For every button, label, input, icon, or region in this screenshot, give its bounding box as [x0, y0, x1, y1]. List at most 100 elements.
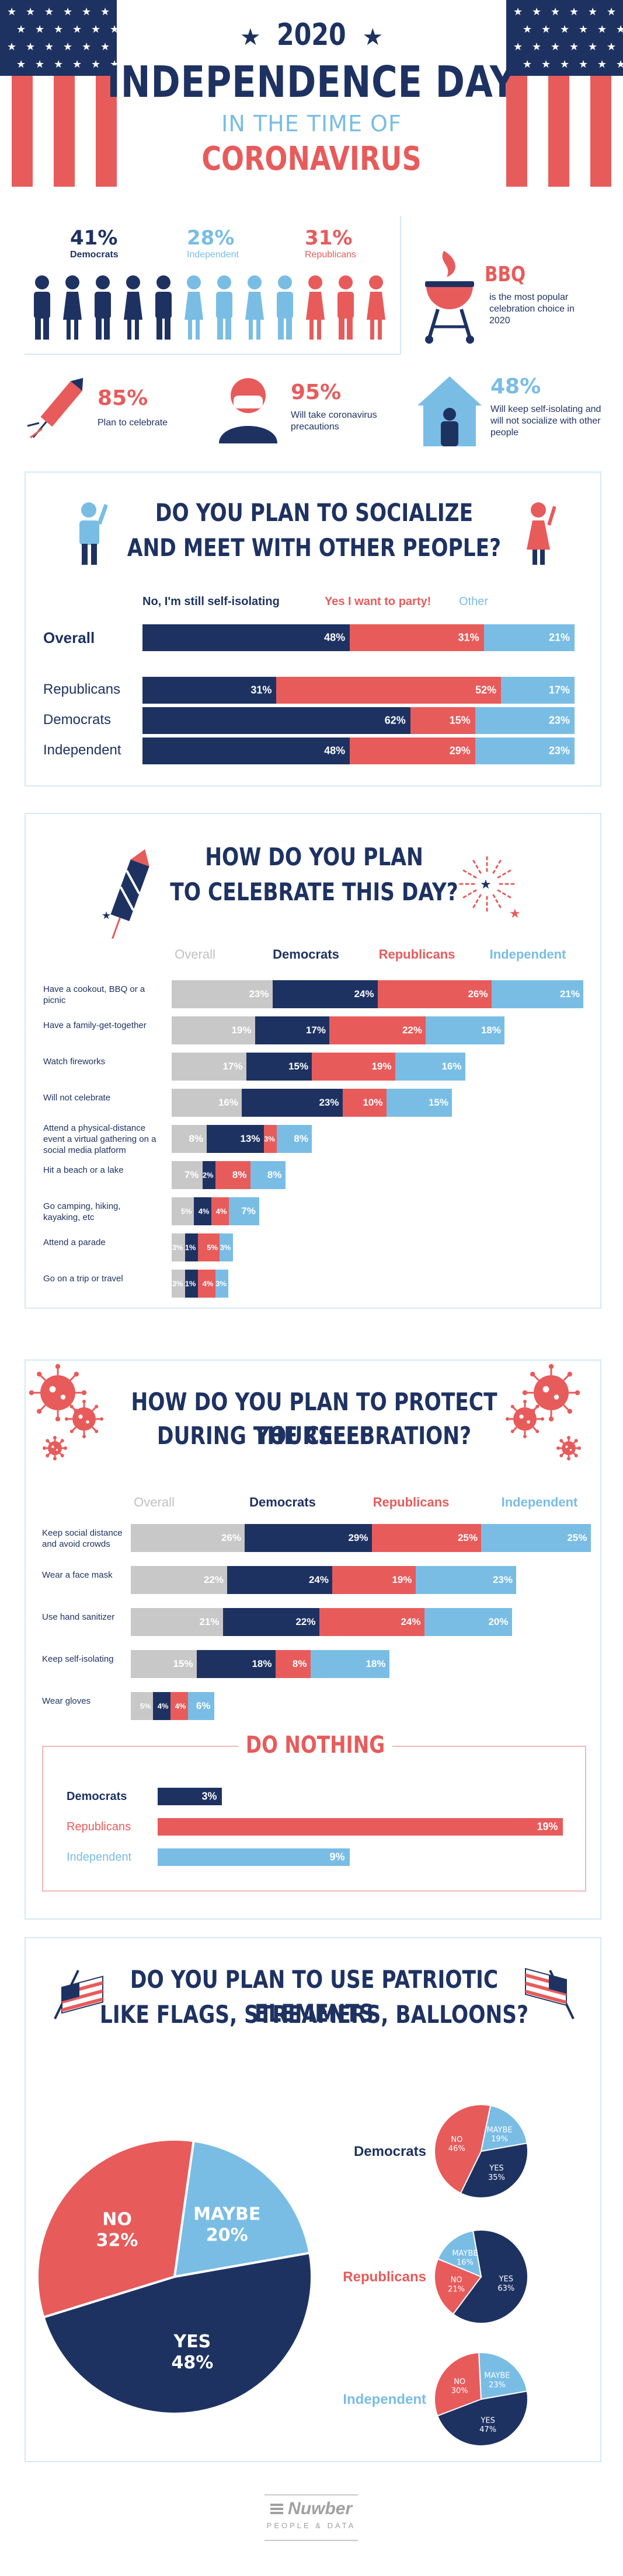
virus-icon [522, 1364, 580, 1422]
data-label: 16% [457, 2258, 474, 2267]
category-label: Wear a face mask [42, 1570, 113, 1580]
bar-row: 26% 29% 25% 25% [131, 1524, 591, 1552]
data-label: NO [451, 2135, 462, 2144]
grill-icon [425, 251, 474, 344]
col-republicans: Republicans [373, 1495, 450, 1509]
bar-segment: 2% [202, 1161, 215, 1189]
data-label: 8% [292, 1658, 307, 1669]
bar-segment: 15% [410, 707, 475, 734]
isolating-pct: 48% [490, 375, 541, 399]
data-label: 24% [401, 1616, 421, 1627]
data-label: NO [102, 2210, 132, 2230]
data-label: 18% [366, 1658, 386, 1669]
bar-segment: 1% [185, 1270, 198, 1298]
bbq-stat: BBQ is the most popular celebration choi… [420, 251, 607, 350]
flag-star-icon: ★ [16, 23, 26, 35]
bbq-title: BBQ [485, 263, 526, 286]
data-label: 46% [448, 2144, 465, 2153]
bar-segment: 23% [475, 738, 575, 764]
data-label: 16% [441, 1061, 462, 1072]
data-label: MAYBE [484, 2372, 510, 2381]
data-label: 21% [548, 631, 570, 644]
bar-segment: 15% [131, 1650, 197, 1678]
data-label: 21% [559, 988, 580, 999]
bar-row: 31% 52% 17% [142, 677, 575, 704]
celebrate-pct: 85% [98, 386, 148, 410]
bar-row: 48% 29% 23% [142, 738, 575, 764]
flag-star-icon: ★ [35, 23, 44, 35]
flag-star-icon: ★ [579, 58, 588, 70]
data-label: 3% [220, 1243, 231, 1252]
data-label: 25% [567, 1532, 587, 1543]
virus-icons [29, 1364, 581, 1460]
bar-segment: 5% [131, 1692, 153, 1720]
data-label: 7% [241, 1205, 256, 1217]
bar-row: 7% 2% 8% 8% [172, 1161, 286, 1189]
bar-segment: 5% [197, 1233, 220, 1261]
protect-panel: HOW DO YOU PLAN TO PROTECT YOURSELF DURI… [25, 1359, 601, 1920]
header: ★ ★ ★ ★ ★ ★ ★ ★ ★ ★ ★ ★ ★ ★ ★ ★ ★ ★ ★ ★ ★ ★ ★ ★ ★ ★ ★ ★ ★ ★ ★ ★ ★ ★ ★ ★ ★ ★ ★… [0, 0, 623, 187]
bar-row: 3% 1% 4% 3% [172, 1270, 228, 1298]
isolating-stat: 48% Will keep self-isolating and will no… [415, 373, 613, 461]
data-label: 47% [479, 2425, 496, 2434]
bar-segment: 21% [491, 980, 583, 1008]
pie-slice [436, 2390, 528, 2446]
bar-segment: 25% [371, 1524, 481, 1552]
bar-segment: 10% [342, 1089, 387, 1117]
bar-row: 48% 31% 21% [142, 624, 575, 651]
bar-row: 8% 13% 3% 8% [172, 1125, 312, 1153]
data-label: 17% [305, 1025, 326, 1036]
bar-segment: 5% [172, 1197, 194, 1225]
data-label: 35% [488, 2173, 505, 2182]
virus-icon [43, 1436, 67, 1460]
bar-segment: 18% [310, 1650, 389, 1678]
data-label: 4% [202, 1279, 214, 1288]
flag-star-icon: ★ [110, 58, 117, 70]
category-label: Will not celebrate [43, 1093, 111, 1103]
bar-segment: 4% [211, 1197, 229, 1225]
person-icon [245, 275, 264, 340]
pie-slice [434, 2352, 482, 2417]
category-label: Democrats [43, 712, 112, 728]
patriotic-pies: YES48%NO32%MAYBE20%YES35%NO46%MAYBE19%De… [36, 2104, 528, 2446]
data-label: 15% [288, 1061, 308, 1072]
bar-segment: 21% [131, 1608, 223, 1636]
category-label: Keep self-isolating [42, 1654, 114, 1664]
data-label: 1% [185, 1279, 196, 1288]
bar-segment: 52% [276, 677, 502, 704]
data-label: 8% [232, 1169, 247, 1180]
bar-segment: 24% [227, 1566, 332, 1594]
person-icon [34, 275, 50, 340]
flag-star-icon: ★ [16, 58, 26, 70]
data-label: 10% [363, 1097, 383, 1108]
bar-segment: 4% [193, 1197, 211, 1225]
celebrate-text: Plan to celebrate [98, 418, 168, 428]
bar-segment: 6% [187, 1692, 214, 1720]
flag-icon [54, 1970, 103, 2019]
col-republicans: Republicans [378, 947, 455, 962]
flag-star-icon: ★ [91, 23, 100, 35]
bar-segment: 3% [263, 1125, 277, 1153]
bar-segment: 8% [277, 1125, 312, 1153]
data-label: 8% [267, 1169, 282, 1180]
bar-segment: 24% [272, 980, 378, 1008]
data-label: 4% [198, 1207, 210, 1216]
person-icon [337, 275, 354, 340]
data-label: 20% [206, 2225, 248, 2246]
data-label: 19% [231, 1025, 252, 1036]
people-icons [34, 275, 385, 340]
category-label: Overall [43, 629, 95, 646]
do-nothing-title: DO NOTHING [238, 1732, 393, 1759]
patriotic-title-line2: LIKE FLAGS, STREAMERS, BALLOONS? [99, 2000, 529, 2029]
flag-star-icon: ★ [26, 6, 35, 18]
person-icon [306, 275, 325, 340]
person-icon [95, 275, 111, 340]
data-label: 52% [475, 684, 497, 696]
flag-star-icon: ★ [523, 58, 532, 70]
data-label: 23% [548, 745, 570, 757]
data-label: 2% [202, 1170, 214, 1180]
bar-segment: 16% [395, 1053, 465, 1081]
brand-tagline: PEOPLE & DATA [266, 2521, 356, 2530]
bar-segment: 19% [332, 1566, 416, 1594]
firework-rocket-icon [27, 378, 83, 439]
